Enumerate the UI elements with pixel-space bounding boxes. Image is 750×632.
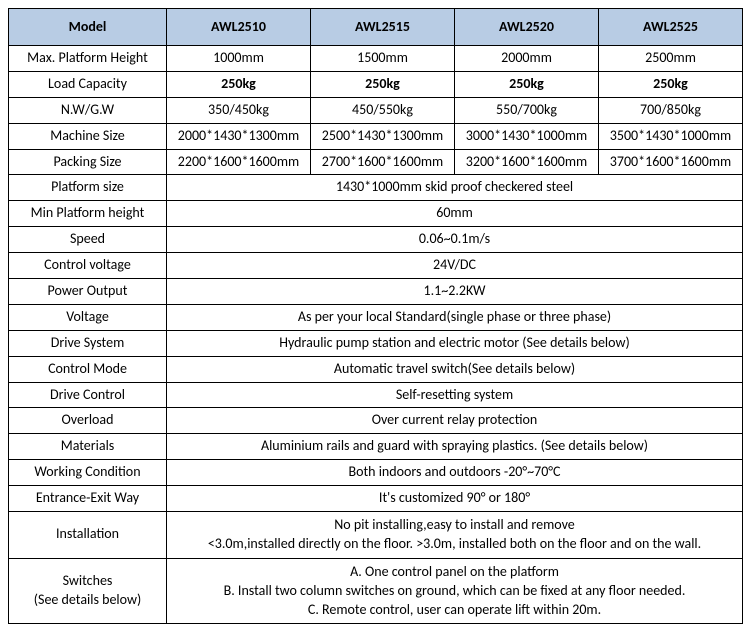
spec-value: 1500mm (311, 46, 455, 72)
spec-label: Power Output (9, 279, 167, 305)
table-row: Platform size1430*1000mm skid proof chec… (9, 175, 743, 201)
table-row: Working ConditionBoth indoors and outdoo… (9, 460, 743, 486)
header-cell: AWL2525 (599, 9, 743, 46)
spec-label: Overload (9, 408, 167, 434)
spec-value: 2500mm (599, 46, 743, 72)
table-row: MaterialsAluminium rails and guard with … (9, 434, 743, 460)
spec-value: Aluminium rails and guard with spraying … (167, 434, 743, 460)
spec-label: Max. Platform Height (9, 46, 167, 72)
table-row: VoltageAs per your local Standard(single… (9, 304, 743, 330)
header-cell: AWL2520 (455, 9, 599, 46)
spec-value: It's customized 90° or 180° (167, 486, 743, 512)
spec-label: Control Mode (9, 356, 167, 382)
spec-table: Model AWL2510 AWL2515 AWL2520 AWL2525 Ma… (8, 8, 743, 624)
spec-value: A. One control panel on the platformB. I… (167, 558, 743, 624)
table-row: Power Output1.1~2.2KW (9, 279, 743, 305)
table-row: Machine Size2000*1430*1300mm2500*1430*13… (9, 123, 743, 149)
spec-value: 250kg (167, 71, 311, 97)
table-row: Control ModeAutomatic travel switch(See … (9, 356, 743, 382)
spec-label: Machine Size (9, 123, 167, 149)
spec-label: Materials (9, 434, 167, 460)
table-row: Drive SystemHydraulic pump station and e… (9, 330, 743, 356)
header-cell: AWL2510 (167, 9, 311, 46)
spec-label: Switches(See details below) (9, 558, 167, 624)
spec-label: Speed (9, 227, 167, 253)
spec-value: 24V/DC (167, 253, 743, 279)
spec-value: 250kg (311, 71, 455, 97)
header-row: Model AWL2510 AWL2515 AWL2520 AWL2525 (9, 9, 743, 46)
table-row: N.W/G.W350/450kg450/550kg550/700kg700/85… (9, 97, 743, 123)
spec-value: 3200*1600*1600mm (455, 149, 599, 175)
spec-value: 2700*1600*1600mm (311, 149, 455, 175)
spec-label: Voltage (9, 304, 167, 330)
table-row: Entrance-Exit WayIt's customized 90° or … (9, 486, 743, 512)
table-row: Drive ControlSelf-resetting system (9, 382, 743, 408)
spec-value: Over current relay protection (167, 408, 743, 434)
spec-value: 3700*1600*1600mm (599, 149, 743, 175)
header-cell: AWL2515 (311, 9, 455, 46)
spec-label: Load Capacity (9, 71, 167, 97)
spec-value: 350/450kg (167, 97, 311, 123)
spec-label: Drive System (9, 330, 167, 356)
table-row: Max. Platform Height1000mm1500mm2000mm25… (9, 46, 743, 72)
spec-value: 1.1~2.2KW (167, 279, 743, 305)
table-row: Switches(See details below)A. One contro… (9, 558, 743, 624)
table-row: Min Platform height60mm (9, 201, 743, 227)
spec-value: 60mm (167, 201, 743, 227)
table-row: Speed0.06~0.1m/s (9, 227, 743, 253)
table-row: InstallationNo pit installing,easy to in… (9, 512, 743, 559)
spec-value: 700/850kg (599, 97, 743, 123)
spec-label: Entrance-Exit Way (9, 486, 167, 512)
spec-value: Both indoors and outdoors -20°~70°C (167, 460, 743, 486)
spec-label: Installation (9, 512, 167, 559)
spec-value: As per your local Standard(single phase … (167, 304, 743, 330)
spec-value: 3000*1430*1000mm (455, 123, 599, 149)
spec-label: Min Platform height (9, 201, 167, 227)
spec-value: 250kg (455, 71, 599, 97)
spec-label: Platform size (9, 175, 167, 201)
spec-label: Working Condition (9, 460, 167, 486)
table-row: Load Capacity250kg250kg250kg250kg (9, 71, 743, 97)
table-row: Control voltage24V/DC (9, 253, 743, 279)
spec-value: No pit installing,easy to install and re… (167, 512, 743, 559)
spec-label: N.W/G.W (9, 97, 167, 123)
spec-label: Drive Control (9, 382, 167, 408)
spec-value: 2000*1430*1300mm (167, 123, 311, 149)
table-row: Packing Size2200*1600*1600mm2700*1600*16… (9, 149, 743, 175)
spec-value: Self-resetting system (167, 382, 743, 408)
spec-value: 2500*1430*1300mm (311, 123, 455, 149)
table-row: OverloadOver current relay protection (9, 408, 743, 434)
spec-value: Hydraulic pump station and electric moto… (167, 330, 743, 356)
spec-value: 2000mm (455, 46, 599, 72)
spec-value: 0.06~0.1m/s (167, 227, 743, 253)
spec-value: 2200*1600*1600mm (167, 149, 311, 175)
spec-value: 3500*1430*1000mm (599, 123, 743, 149)
spec-value: 1000mm (167, 46, 311, 72)
spec-value: Automatic travel switch(See details belo… (167, 356, 743, 382)
spec-value: 450/550kg (311, 97, 455, 123)
spec-value: 250kg (599, 71, 743, 97)
spec-label: Packing Size (9, 149, 167, 175)
spec-label: Control voltage (9, 253, 167, 279)
spec-value: 550/700kg (455, 97, 599, 123)
header-cell: Model (9, 9, 167, 46)
spec-value: 1430*1000mm skid proof checkered steel (167, 175, 743, 201)
